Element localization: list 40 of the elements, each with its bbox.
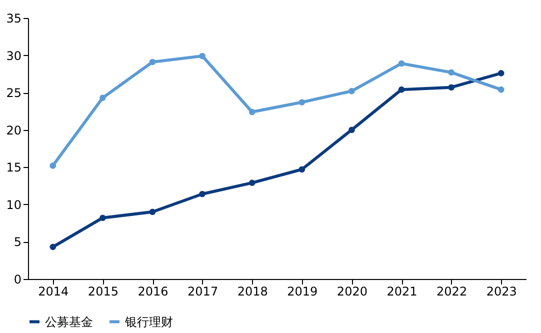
point [448,69,454,76]
x-tick-label: 2017 [188,284,218,298]
y-tick-label: 35 [6,12,22,26]
y-tick-label: 20 [6,123,22,138]
point [298,166,306,173]
point [199,52,206,60]
point [248,108,256,116]
y-tick-label: 10 [6,198,22,212]
x-tick-label: 2021 [386,284,418,298]
x-tick-label: 2014 [38,284,69,298]
point [199,190,206,198]
legend-label: 公募基金 [45,314,93,329]
y-tick-label: 15 [6,160,22,175]
point [248,180,256,186]
point [100,94,106,101]
point [398,86,405,93]
x-tick-label: 2020 [336,284,368,298]
point [348,88,355,94]
point [149,58,156,66]
x-tick-label: 2015 [88,284,118,298]
x-tick-label: 2023 [486,284,517,298]
y-tick-label: 5 [14,235,22,250]
point [398,60,405,67]
x-tick-label: 2022 [436,284,468,298]
point [498,86,504,93]
point [149,208,156,216]
y-tick-label: 30 [6,48,22,63]
legend-label: 银行理财 [124,314,173,329]
x-tick-label: 2019 [287,284,318,298]
y-tick-label: 0 [14,272,22,286]
point [298,99,306,106]
point [100,214,106,222]
x-tick-label: 2018 [237,284,268,298]
point [50,244,56,250]
point [50,162,56,169]
point [348,126,355,134]
point [448,84,454,91]
point [498,70,504,76]
y-tick-label: 25 [6,86,22,100]
x-tick-label: 2016 [138,284,168,298]
